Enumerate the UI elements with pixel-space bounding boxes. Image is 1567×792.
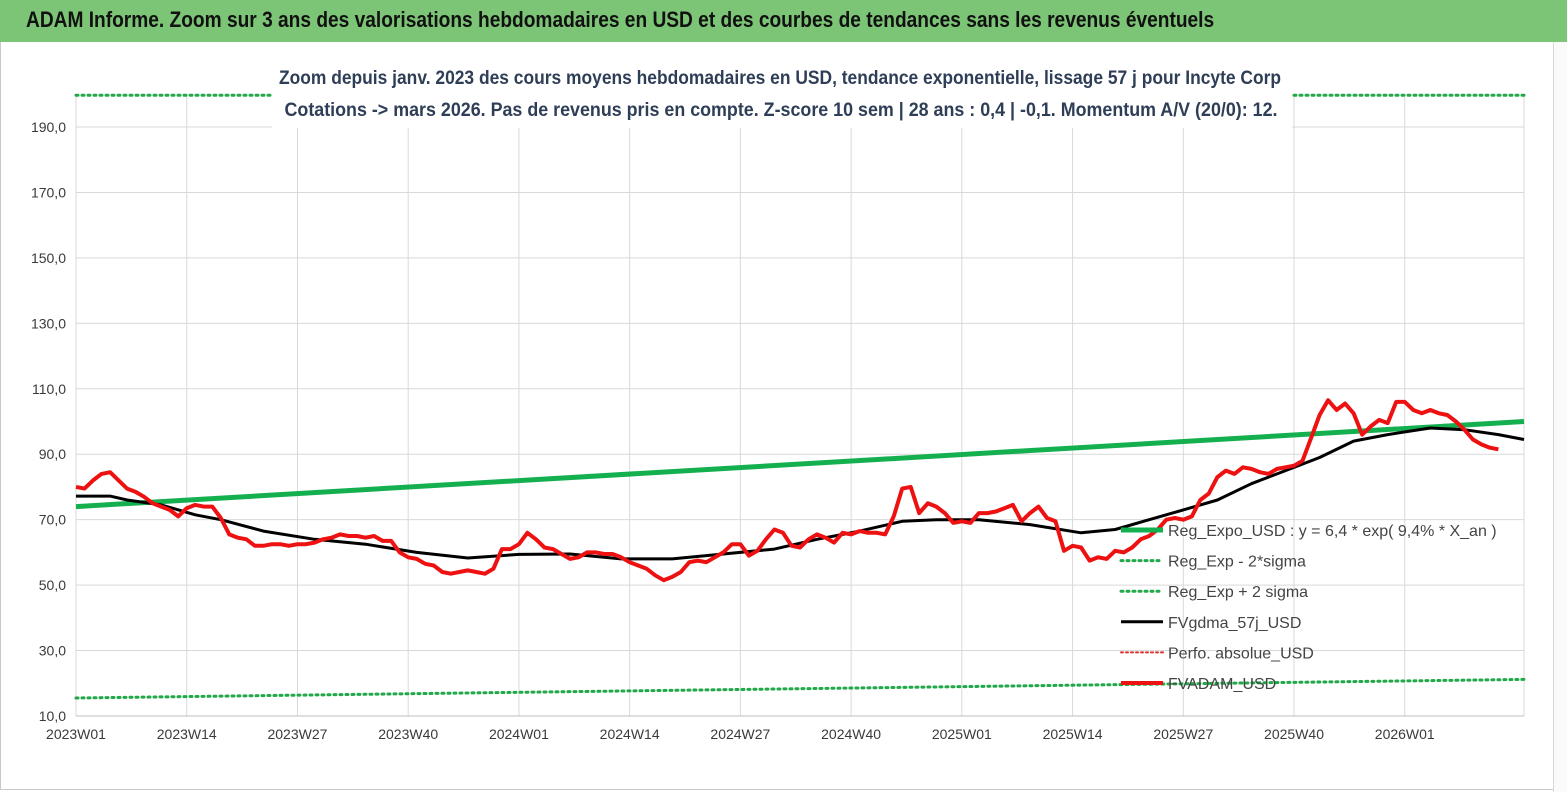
legend-label: FVADAM_USD [1168,676,1276,693]
x-tick-label: 2023W40 [378,726,438,742]
x-tick-label: 2026W01 [1375,726,1435,742]
x-tick-label: 2023W27 [267,726,327,742]
legend-label: Reg_Exp + 2 sigma [1168,584,1308,601]
x-tick-label: 2024W27 [710,726,770,742]
x-tick-label: 2024W40 [821,726,881,742]
x-tick-label: 2024W01 [489,726,549,742]
chart-series [74,93,1526,700]
y-tick-label: 90,0 [39,446,66,462]
series-line-trend [75,419,1525,510]
x-tick-label: 2025W27 [1153,726,1213,742]
legend-label: Reg_Exp - 2*sigma [1168,554,1306,571]
x-tick-label: 2025W14 [1043,726,1103,742]
y-tick-label: 130,0 [31,315,66,331]
y-tick-label: 190,0 [31,119,66,135]
chart-title-background [272,60,1292,128]
chart-title-line-2: Cotations -> mars 2026. Pas de revenus p… [285,100,1278,121]
report-title: ADAM Informe. Zoom sur 3 ans des valoris… [26,7,1215,32]
legend-label: FVgdma_57j_USD [1168,615,1301,632]
report-header: ADAM Informe. Zoom sur 3 ans des valoris… [0,0,1567,42]
series-line-price [75,398,1499,583]
chart-axis-labels: 10,0 30,0 50,0 70,0 90,0 110,0 130,0 150,0 170,0… [31,119,1435,742]
x-tick-label: 2025W01 [932,726,992,742]
x-tick-label: 2025W40 [1264,726,1324,742]
legend-label: Reg_Expo_USD : y = 6,4 * exp( 9,4% * X_a… [1168,523,1497,540]
x-tick-label: 2024W14 [600,726,660,742]
y-tick-label: 70,0 [39,512,66,528]
x-tick-label: 2023W01 [46,726,106,742]
series-line-sigma [74,677,1526,700]
y-tick-label: 170,0 [31,184,66,200]
chart-grid [75,94,1525,717]
legend-label: Perfo. absolue_USD [1168,645,1314,662]
y-tick-label: 150,0 [31,250,66,266]
y-tick-label: 10,0 [39,708,66,724]
x-tick-label: 2023W14 [157,726,217,742]
y-tick-label: 110,0 [32,381,66,397]
chart-legend: Reg_Expo_USD : y = 6,4 * exp( 9,4% * X_a… [1119,523,1497,693]
y-tick-label: 30,0 [39,643,66,659]
right-scroll-strip [1553,42,1567,792]
chart-titles: Zoom depuis janv. 2023 des cours moyens … [272,60,1292,128]
y-tick-label: 50,0 [39,577,66,593]
chart-title-line-1: Zoom depuis janv. 2023 des cours moyens … [279,68,1281,89]
